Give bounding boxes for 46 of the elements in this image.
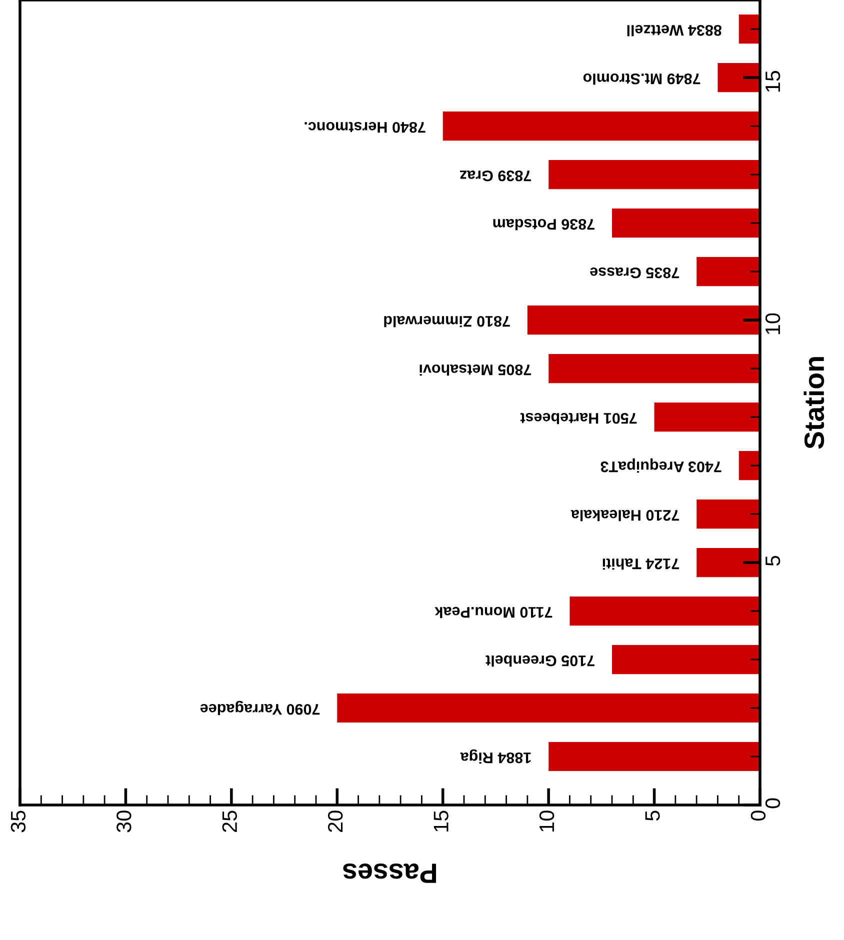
annotation: 7210 Haleakala [570, 510, 679, 522]
annotation: 1884 Riga [460, 749, 531, 764]
y-tick-label: 5 [766, 556, 780, 566]
x-tick-label: 10 [539, 810, 554, 832]
x-tick-label: 30 [116, 810, 132, 832]
x-tick-label: 35 [10, 810, 26, 832]
bar [696, 257, 760, 286]
annotation: 7110 Monu.Peak [434, 606, 552, 618]
annotation: 7501 Hartebeest [520, 412, 637, 424]
bar [738, 450, 760, 480]
x-tick-label: 15 [434, 810, 448, 832]
annotation: 8834 Wettzell [627, 24, 722, 36]
y-axis-title: Station [804, 357, 824, 449]
x-axis-title: Passes [343, 864, 436, 883]
annotation: 7810 Zimmerwald [384, 316, 510, 328]
y-tick-label: 0 [765, 798, 780, 808]
bar [337, 693, 760, 723]
y-tick-label: 15 [766, 70, 780, 92]
bar [612, 208, 760, 238]
bar [527, 306, 760, 335]
annotation: 7849 Mt.Stromlo [583, 73, 700, 85]
bar [654, 402, 760, 432]
y-tick-label: 10 [765, 313, 780, 334]
bar [738, 14, 760, 44]
annotation: 7839 Graz [460, 170, 531, 182]
annotation: 7840 Herstmonc. [304, 122, 426, 133]
x-tick-label: 20 [328, 810, 343, 832]
bar [548, 742, 760, 772]
annotation: 7090 Yarragadee [200, 700, 320, 716]
bar [570, 596, 760, 626]
bar [612, 644, 760, 674]
x-tick-label: 0 [750, 810, 766, 821]
bar [548, 160, 760, 190]
bar [718, 63, 760, 92]
bar [696, 548, 760, 578]
bar [548, 354, 760, 384]
annotation: 7835 Grasse [590, 267, 679, 278]
x-tick-label: 25 [222, 810, 238, 832]
annotation: 7124 Tahiti [602, 558, 679, 570]
x-tick-label: 5 [645, 810, 660, 821]
annotation: 7805 Metsahovi [420, 364, 531, 376]
annotation: 7403 ArequipaT3 [600, 458, 722, 473]
bar [696, 499, 760, 529]
annotation: 7105 Greenbelt [486, 655, 594, 667]
bar [442, 112, 760, 141]
annotation: 7836 Potsdam [493, 218, 594, 230]
